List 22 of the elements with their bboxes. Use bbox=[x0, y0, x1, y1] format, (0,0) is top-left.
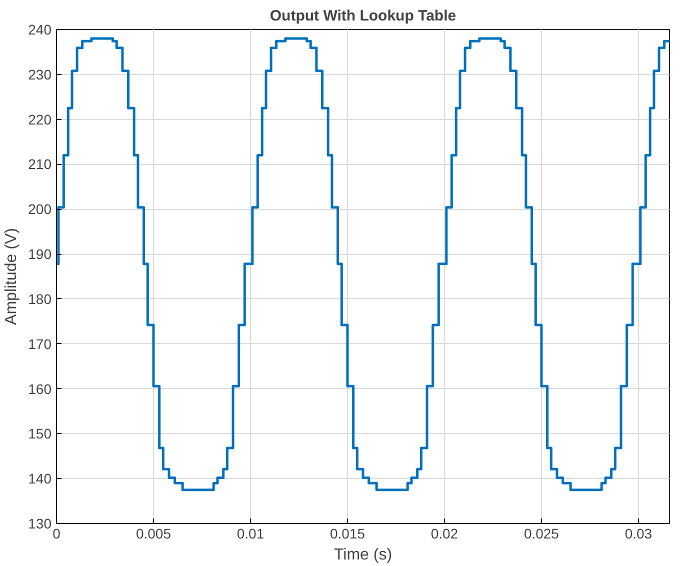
y-tick-label: 170 bbox=[28, 336, 52, 352]
x-tick-label: 0.025 bbox=[524, 526, 560, 542]
y-tick-label: 130 bbox=[28, 516, 52, 532]
x-tick-label: 0.005 bbox=[136, 526, 172, 542]
y-tick-label: 180 bbox=[28, 290, 52, 307]
x-tick-label: 0.01 bbox=[236, 526, 264, 542]
y-tick-label: 160 bbox=[28, 380, 52, 397]
y-tick-label: 240 bbox=[28, 22, 52, 38]
x-tick-label: 0.015 bbox=[330, 526, 366, 542]
x-tick-label: 0 bbox=[52, 526, 61, 542]
x-axis-title: Time (s) bbox=[334, 546, 392, 564]
y-tick-label: 190 bbox=[28, 246, 52, 262]
chart-title: Output With Lookup Table bbox=[270, 8, 456, 24]
y-tick-label: 220 bbox=[28, 111, 52, 128]
y-tick-label: 200 bbox=[28, 201, 52, 218]
y-axis-title: Amplitude (V) bbox=[3, 228, 20, 325]
y-tick-label: 140 bbox=[28, 470, 52, 487]
x-tick-label: 0.03 bbox=[624, 526, 652, 542]
y-tick-label: 230 bbox=[28, 66, 52, 82]
x-tick-label: 0.02 bbox=[430, 526, 458, 542]
y-tick-label: 210 bbox=[28, 156, 52, 172]
y-tick-label: 150 bbox=[28, 426, 52, 442]
